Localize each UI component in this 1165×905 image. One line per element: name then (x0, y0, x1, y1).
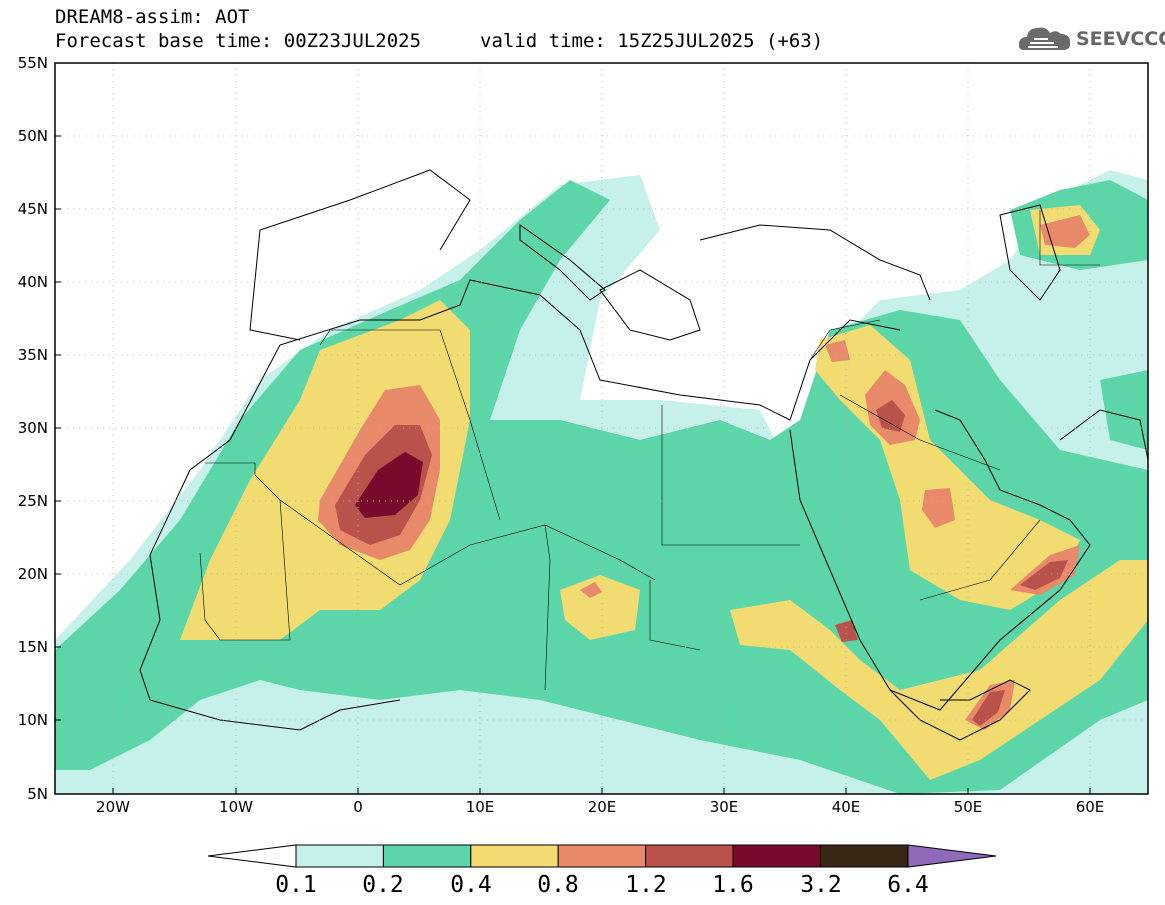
colorbar-low-arrow (207, 844, 297, 868)
colorbar-label: 3.2 (800, 872, 842, 898)
map-title: DREAM8-assim: AOT (55, 6, 250, 28)
lat-label: 55N (18, 54, 48, 72)
colorbar-high-arrow (907, 844, 997, 868)
lon-label: 10W (219, 798, 253, 816)
coastlines (139, 169, 1148, 741)
colorbar-box (470, 844, 559, 868)
lon-label: 20W (96, 798, 130, 816)
colorbar-box (819, 844, 909, 868)
lat-label: 10N (18, 711, 48, 729)
lat-label: 40N (18, 273, 48, 291)
lon-label: 20E (588, 798, 617, 816)
forecast-base-time: Forecast base time: 00Z23JUL2025 (55, 30, 422, 52)
colorbar-label: 1.6 (712, 872, 754, 898)
lon-label: 40E (832, 798, 861, 816)
lat-label: 25N (18, 492, 48, 510)
colorbar-label: 0.2 (362, 872, 404, 898)
colorbar-label: 0.4 (450, 872, 492, 898)
country-borders (199, 210, 1100, 691)
colorbar-boxes (295, 844, 909, 868)
longitude-axis: 20W 10W 0 10E 20E 30E 40E 50E 60E (96, 788, 1104, 816)
lat-label: 35N (18, 346, 48, 364)
seevccc-logo: SEEVCCC (1018, 22, 1165, 56)
lon-label: 30E (710, 798, 739, 816)
lon-label: 10E (466, 798, 495, 816)
colorbar-box (295, 844, 384, 868)
valid-time: valid time: 15Z25JUL2025 (+63) (480, 30, 824, 52)
colorbar-label: 1.2 (625, 872, 667, 898)
colorbar-box (732, 844, 821, 868)
lon-label: 50E (954, 798, 983, 816)
colorbar-box (382, 844, 472, 868)
colorbar-box (645, 844, 734, 868)
lat-label: 5N (27, 785, 48, 803)
lat-label: 50N (18, 127, 48, 145)
aot-contour-1-6 (355, 452, 423, 518)
colorbar-label: 0.8 (537, 872, 579, 898)
colorbar-label: 6.4 (887, 872, 929, 898)
cloud-icon (1018, 27, 1071, 50)
lon-label: 60E (1076, 798, 1105, 816)
aot-field (55, 63, 1148, 794)
colorbar-box (557, 844, 647, 868)
latitude-axis: 55N 50N 45N 40N 35N 30N 25N 20N 15N 10N … (18, 54, 61, 803)
lat-label: 20N (18, 565, 48, 583)
colorbar-label: 0.1 (275, 872, 317, 898)
lat-label: 45N (18, 200, 48, 218)
graticule (55, 63, 1148, 794)
lat-label: 30N (18, 419, 48, 437)
lon-label: 0 (353, 798, 363, 816)
logo-text: SEEVCCC (1076, 28, 1165, 50)
lat-label: 15N (18, 638, 48, 656)
